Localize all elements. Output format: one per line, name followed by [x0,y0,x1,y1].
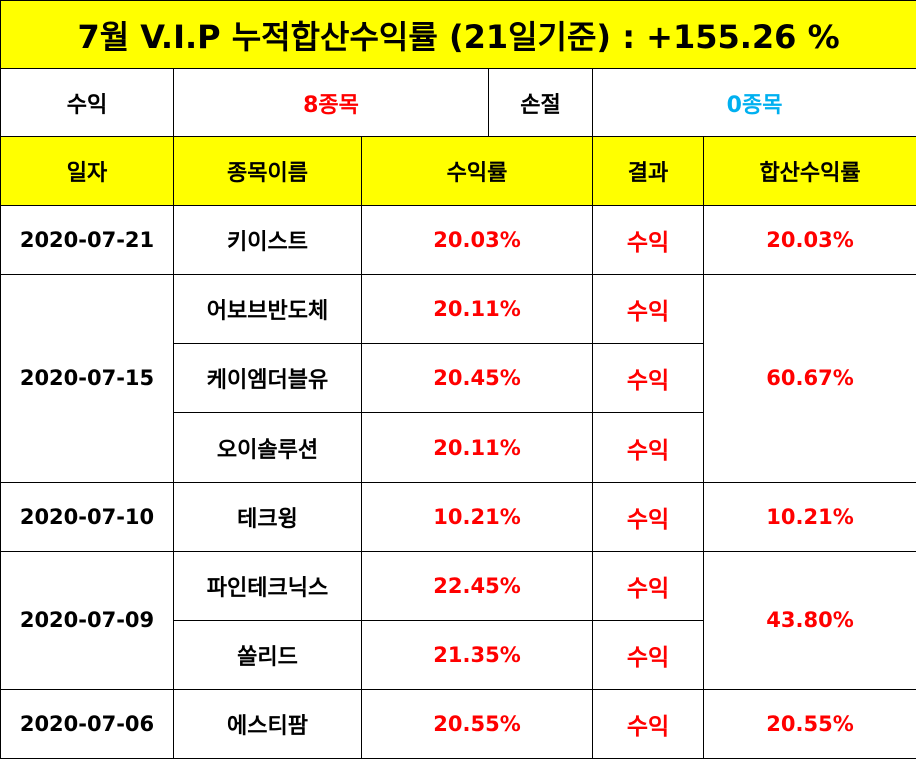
stock-name: 키이스트 [173,205,362,276]
header-total: 합산수익률 [702,136,916,207]
result-cell: 수익 [592,481,704,552]
return-rate: 22.45% [361,550,593,621]
summary-row: 수익 8종목 손절 0종목 [0,68,916,138]
stock-name: 테크윙 [173,481,362,552]
return-rate: 20.45% [361,343,593,414]
result-cell: 수익 [592,274,704,345]
table-row: 2020-07-15 어보브반도체 20.11% 수익 60.67% [0,274,916,483]
header-rate: 수익률 [361,136,593,207]
table-row: 2020-07-09 파인테크닉스 22.45% 수익 43.80% [0,550,916,690]
return-rate: 20.55% [361,688,593,759]
date-cell: 2020-07-15 [0,274,174,483]
return-rate: 20.11% [361,412,593,483]
result-cell: 수익 [592,688,704,759]
combined-return: 43.80% [702,550,916,690]
profit-label: 수익 [0,68,174,138]
result-cell: 수익 [592,412,704,483]
result-cell: 수익 [592,205,704,276]
return-rate: 21.35% [361,619,593,690]
header-date: 일자 [0,136,174,207]
return-rate: 10.21% [361,481,593,552]
date-cell: 2020-07-21 [0,205,174,276]
combined-return: 60.67% [702,274,916,483]
loss-count: 0종목 [591,68,916,138]
header-name: 종목이름 [173,136,362,207]
header-row: 일자 종목이름 수익률 결과 합산수익률 [0,136,916,207]
combined-return: 10.21% [702,481,916,552]
stock-name: 에스티팜 [173,688,362,759]
date-cell: 2020-07-09 [0,550,174,690]
combined-return: 20.55% [702,688,916,759]
stock-name: 쏠리드 [173,619,362,690]
header-result: 결과 [592,136,704,207]
result-cell: 수익 [592,550,704,621]
return-rate: 20.11% [361,274,593,345]
result-cell: 수익 [592,619,704,690]
combined-return: 20.03% [702,205,916,276]
stock-name: 어보브반도체 [173,274,362,345]
return-rate: 20.03% [361,205,593,276]
table-row: 케이엠더블유 20.45% 수익 [1,343,916,414]
title-row: 7월 V.I.P 누적합산수익률 (21일기준) : +155.26 % [0,0,916,70]
page-title: 7월 V.I.P 누적합산수익률 (21일기준) : +155.26 % [0,0,916,70]
result-cell: 수익 [592,343,704,414]
loss-label: 손절 [488,68,593,138]
profit-count: 8종목 [173,68,489,138]
stock-name: 오이솔루션 [173,412,362,483]
stock-name: 케이엠더블유 [173,343,362,414]
stock-name: 파인테크닉스 [173,550,362,621]
table-row: 2020-07-06 에스티팜 20.55% 수익 20.55% [0,688,916,759]
table-row: 2020-07-10 테크윙 10.21% 수익 10.21% [0,481,916,552]
date-cell: 2020-07-06 [0,688,174,759]
date-cell: 2020-07-10 [0,481,174,552]
table-row: 2020-07-21 키이스트 20.03% 수익 20.03% [0,205,916,276]
table-row: 쏠리드 21.35% 수익 [1,619,916,690]
